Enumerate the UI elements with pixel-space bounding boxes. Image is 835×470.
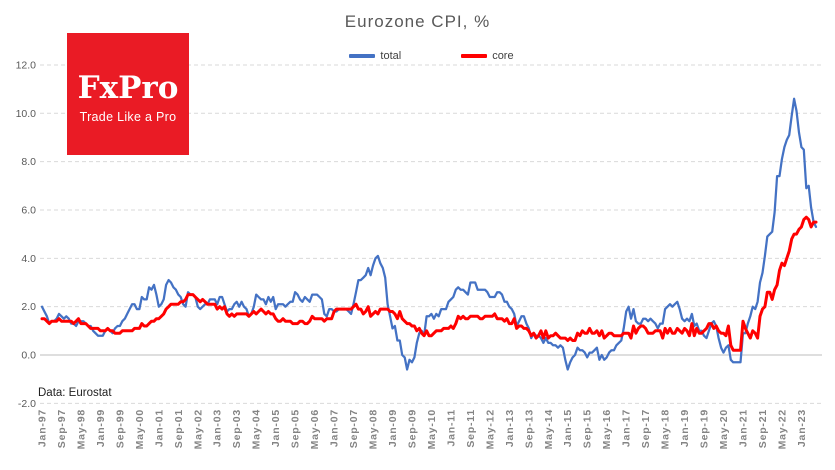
legend-item-total: total — [349, 50, 401, 62]
x-tick-label: Jan-05 — [270, 409, 282, 447]
y-tick-label: 8.0 — [21, 156, 36, 168]
legend-label-total: total — [380, 50, 402, 62]
x-tick-label: Sep-07 — [348, 409, 360, 448]
x-tick-label: May-16 — [601, 409, 613, 449]
x-tick-label: Sep-15 — [582, 409, 594, 448]
x-tick-label: Sep-21 — [757, 409, 769, 448]
x-tick-label: Jan-01 — [153, 409, 165, 447]
x-tick-label: Sep-19 — [699, 409, 711, 448]
legend-item-core: core — [461, 50, 514, 62]
core-line-swatch — [461, 54, 488, 58]
x-tick-label: May-12 — [484, 409, 496, 449]
x-tick-label: Jan-23 — [796, 409, 808, 447]
y-tick-label: 2.0 — [21, 301, 36, 313]
x-tick-label: Sep-11 — [465, 409, 477, 448]
x-tick-label: May-98 — [75, 409, 87, 449]
x-tick-label: Jan-07 — [329, 409, 341, 447]
fxpro-logo-wordmark: FxPro — [77, 69, 179, 106]
x-axis-labels: Jan-97 Sep-97 May-98 Jan-99 Sep-99 May-00 Jan-… — [37, 409, 808, 449]
y-axis-labels: 12.0 10.0 8.0 6.0 4.0 2.0 0.0 -2.0 — [16, 59, 37, 409]
y-tick-label: 4.0 — [21, 253, 36, 265]
x-tick-label: May-22 — [776, 409, 788, 449]
x-tick-label: Jan-21 — [737, 409, 749, 447]
x-tick-label: May-04 — [251, 409, 263, 449]
x-tick-label: Jan-17 — [621, 409, 633, 447]
x-tick-label: Jan-97 — [37, 409, 49, 447]
chart-legend: total core — [14, 50, 835, 62]
x-tick-label: Jan-03 — [212, 409, 224, 447]
x-tick-label: May-20 — [718, 409, 730, 449]
x-tick-label: May-18 — [660, 409, 672, 449]
legend-label-core: core — [492, 50, 514, 62]
x-tick-label: Jan-15 — [562, 409, 574, 447]
x-tick-label: Sep-17 — [640, 409, 652, 448]
x-tick-label: Jan-09 — [387, 409, 399, 447]
x-tick-label: Jan-13 — [504, 409, 516, 447]
fxpro-logo-tagline: Trade Like a Pro — [79, 109, 177, 124]
y-tick-label: 12.0 — [16, 59, 37, 71]
x-tick-label: May-06 — [309, 409, 321, 449]
x-tick-label: May-08 — [368, 409, 380, 449]
y-tick-label: 6.0 — [21, 204, 36, 216]
y-tick-label: -2.0 — [18, 398, 36, 410]
x-tick-label: Sep-97 — [56, 409, 68, 448]
total-line — [40, 97, 818, 371]
data-source-note: Data: Eurostat — [38, 387, 112, 399]
x-tick-label: Sep-99 — [114, 409, 126, 448]
y-tick-label: 0.0 — [21, 350, 36, 362]
y-tick-label: 10.0 — [16, 108, 37, 120]
x-tick-label: May-02 — [192, 409, 204, 449]
x-tick-label: May-00 — [134, 409, 146, 449]
x-tick-label: Sep-09 — [406, 409, 418, 448]
x-tick-label: Sep-01 — [173, 409, 185, 448]
total-line-swatch — [349, 54, 376, 58]
chart-title: Eurozone CPI, % — [344, 12, 491, 31]
x-tick-label: May-14 — [543, 409, 555, 449]
fxpro-logo: FxPro Trade Like a Pro — [67, 33, 189, 155]
x-tick-label: Jan-11 — [445, 409, 457, 447]
x-tick-label: Jan-99 — [95, 409, 107, 447]
x-tick-label: Sep-05 — [290, 409, 302, 448]
gridlines — [40, 64, 822, 404]
x-tick-label: Sep-13 — [523, 409, 535, 448]
x-tick-label: May-10 — [426, 409, 438, 449]
x-tick-label: Jan-19 — [679, 409, 691, 447]
x-tick-label: Sep-03 — [231, 409, 243, 448]
core-line — [40, 215, 818, 352]
